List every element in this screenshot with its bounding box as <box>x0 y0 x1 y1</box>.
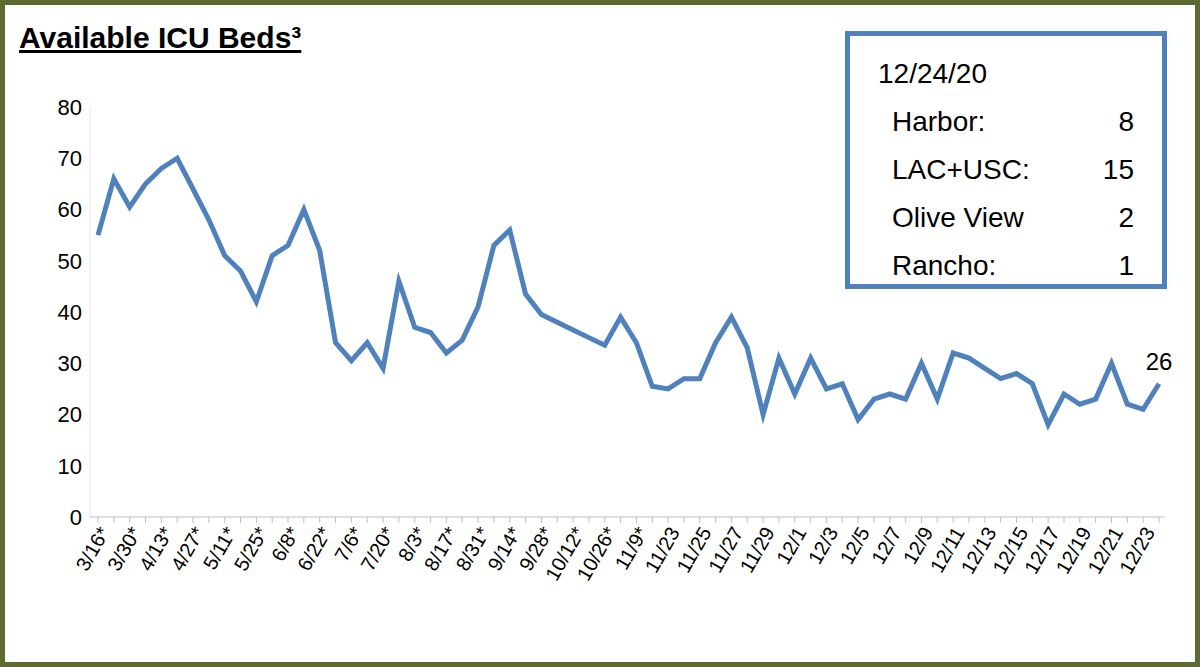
svg-text:12/5: 12/5 <box>835 523 874 568</box>
svg-text:11/25: 11/25 <box>672 523 716 577</box>
svg-text:7/20*: 7/20* <box>356 523 399 575</box>
html-text:Harbor:: Harbor: <box>892 106 986 137</box>
svg-text:12/1: 12/1 <box>772 523 811 568</box>
svg-text:8/31*: 8/31* <box>451 523 494 575</box>
svg-text:4/13*: 4/13* <box>134 523 178 575</box>
svg-text:12/7: 12/7 <box>867 523 906 568</box>
svg-text:12/17: 12/17 <box>1019 523 1064 578</box>
svg-text:0: 0 <box>70 505 82 530</box>
svg-text:7/6*: 7/6* <box>330 523 368 565</box>
html-text:LAC+USC:: LAC+USC: <box>892 154 1030 185</box>
svg-text:12/15: 12/15 <box>988 523 1033 578</box>
svg-text:80: 80 <box>58 95 82 120</box>
html-text:2: 2 <box>1118 202 1134 233</box>
html-text:Available ICU Beds³: Available ICU Beds³ <box>19 21 302 54</box>
svg-text:12/23: 12/23 <box>1115 523 1159 577</box>
svg-text:3/16*: 3/16* <box>71 523 114 575</box>
svg-text:5/25*: 5/25* <box>230 523 273 575</box>
svg-text:11/29: 11/29 <box>736 523 779 576</box>
html-text:15: 15 <box>1102 154 1134 185</box>
svg-text:12/19: 12/19 <box>1051 523 1096 578</box>
svg-text:11/9*: 11/9* <box>610 523 653 574</box>
svg-text:50: 50 <box>58 249 82 274</box>
svg-text:8/3*: 8/3* <box>393 523 431 565</box>
svg-text:3/30*: 3/30* <box>103 523 146 575</box>
html-text:1: 1 <box>1118 250 1134 281</box>
svg-text:12/21: 12/21 <box>1083 523 1128 578</box>
svg-text:20: 20 <box>58 402 82 427</box>
svg-text:9/14*: 9/14* <box>483 523 526 575</box>
html-text:Olive View: Olive View <box>892 202 1024 233</box>
html-text:12/24/20: 12/24/20 <box>878 58 987 89</box>
svg-text:60: 60 <box>58 197 82 222</box>
svg-text:11/23: 11/23 <box>640 523 684 577</box>
svg-text:5/11*: 5/11* <box>198 523 241 574</box>
svg-text:10/12*: 10/12* <box>540 523 589 585</box>
svg-text:12/11: 12/11 <box>925 523 969 577</box>
svg-text:12/9: 12/9 <box>898 523 938 568</box>
svg-text:30: 30 <box>58 351 82 376</box>
svg-text:40: 40 <box>58 300 82 325</box>
svg-text:70: 70 <box>58 146 82 171</box>
svg-text:6/22*: 6/22* <box>293 523 336 575</box>
svg-text:4/27*: 4/27* <box>166 523 209 575</box>
svg-text:11/27: 11/27 <box>703 523 748 577</box>
svg-text:12/3: 12/3 <box>804 523 843 568</box>
html-text:8: 8 <box>1118 106 1134 137</box>
svg-text:8/17*: 8/17* <box>419 523 463 575</box>
svg-text:6/8*: 6/8* <box>266 523 304 565</box>
svg-text:10: 10 <box>58 454 82 479</box>
svg-text:10/26*: 10/26* <box>573 523 621 584</box>
svg-text:26: 26 <box>1146 348 1173 375</box>
html-text:Rancho:: Rancho: <box>892 250 997 281</box>
svg-text:12/13: 12/13 <box>956 523 1001 578</box>
svg-text:9/28*: 9/28* <box>514 523 558 575</box>
